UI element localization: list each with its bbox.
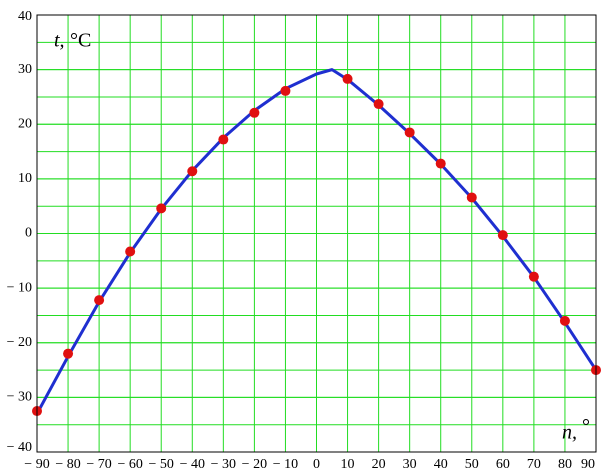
x-tick-label: 0: [313, 457, 320, 472]
data-point: [156, 203, 167, 214]
x-axis-unit: °: [582, 416, 590, 438]
data-point: [404, 127, 415, 138]
data-point: [280, 85, 291, 96]
series-line: [35, 68, 598, 415]
data-point: [249, 107, 260, 118]
data-point: [218, 134, 229, 145]
plot-frame: [36, 14, 597, 453]
x-tick-label: 60: [496, 457, 510, 472]
x-tick-label: − 10: [273, 457, 298, 472]
x-tick-label: 90: [581, 457, 595, 472]
data-point: [94, 295, 105, 306]
data-point: [373, 99, 384, 110]
data-point: [63, 348, 74, 359]
x-tick-label: 80: [558, 457, 572, 472]
y-tick-label: 0: [25, 226, 32, 241]
x-axis-label: n,: [562, 422, 577, 444]
y-tick-label: 30: [18, 62, 32, 77]
data-point: [528, 271, 539, 282]
x-tick-label: 50: [465, 457, 479, 472]
data-point: [435, 158, 446, 169]
x-tick-label: 40: [434, 457, 448, 472]
y-axis-label: t,: [54, 30, 65, 52]
x-tick-label: − 30: [211, 457, 236, 472]
data-point: [342, 73, 353, 84]
x-tick-label: − 80: [55, 457, 80, 472]
x-tick-label: 10: [341, 457, 355, 472]
x-tick-label: − 70: [86, 457, 111, 472]
x-tick-label: − 50: [149, 457, 174, 472]
data-point: [497, 230, 508, 241]
y-tick-label: − 40: [7, 440, 32, 455]
data-point: [125, 246, 136, 257]
x-tick-label: 20: [372, 457, 386, 472]
grid: [36, 14, 597, 453]
data-point: [466, 192, 477, 203]
data-point: [559, 315, 570, 326]
y-tick-label: − 20: [7, 335, 32, 350]
x-tick-label: − 40: [180, 457, 205, 472]
data-point: [187, 166, 198, 177]
x-tick-label: 70: [527, 457, 541, 472]
y-tick-label: 20: [18, 116, 32, 131]
x-tick-label: − 60: [117, 457, 142, 472]
x-tick-label: − 90: [24, 457, 49, 472]
x-tick-label: − 20: [242, 457, 267, 472]
y-tick-label: 40: [18, 9, 32, 24]
x-tick-label: 30: [403, 457, 417, 472]
y-tick-label: 10: [18, 171, 32, 186]
y-tick-label: − 30: [7, 390, 32, 405]
y-tick-label: − 10: [7, 280, 32, 295]
y-axis-unit: °C: [70, 30, 91, 52]
